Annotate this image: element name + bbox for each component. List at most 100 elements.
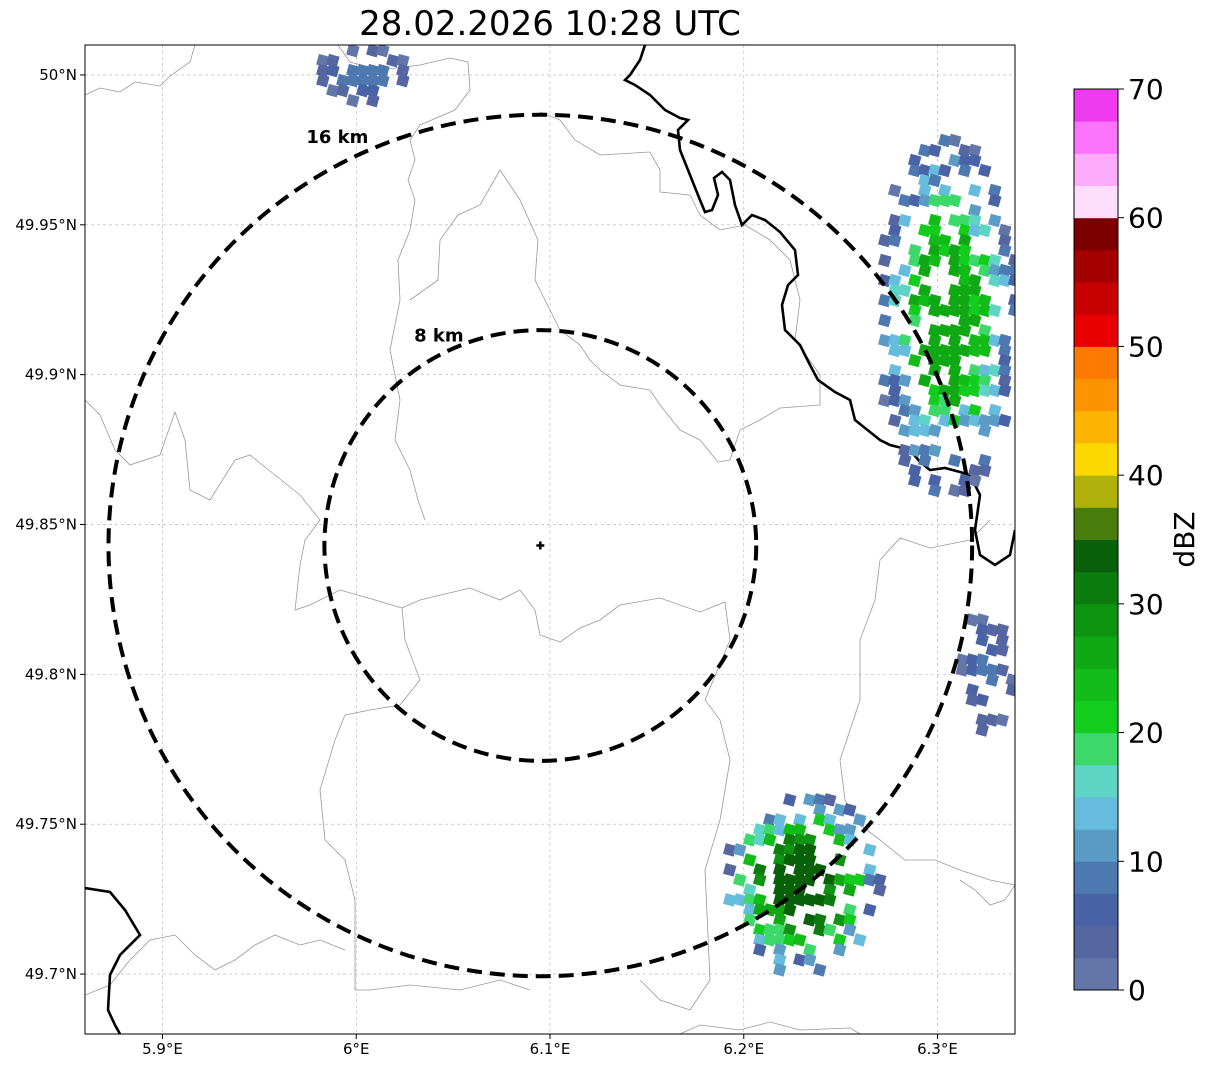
radar-echo-pixel bbox=[822, 823, 837, 837]
x-tick-label: 6.3°E bbox=[917, 1040, 958, 1058]
radar-echo-pixel bbox=[957, 273, 972, 288]
radar-echo-pixel bbox=[947, 373, 962, 388]
radar-echo-pixel bbox=[947, 263, 962, 278]
x-tick-label: 5.9°E bbox=[142, 1040, 183, 1058]
radar-echo-pixel bbox=[937, 193, 952, 208]
radar-echo-pixel bbox=[877, 313, 892, 328]
radar-echo-pixel bbox=[1005, 683, 1015, 697]
radar-echo-pixel bbox=[832, 933, 847, 947]
radar-echo-pixel bbox=[396, 53, 410, 68]
radar-echo-pixel bbox=[917, 283, 932, 298]
radar-echo-pixel bbox=[742, 883, 757, 897]
radar-echo-pixel bbox=[887, 213, 902, 228]
radar-echo-pixel bbox=[967, 363, 982, 378]
radar-echo-pixel bbox=[326, 83, 340, 98]
radar-echo-pixel bbox=[897, 283, 912, 298]
radar-echo-pixel bbox=[822, 873, 837, 887]
admin-boundaries bbox=[85, 45, 1015, 1034]
radar-echo-pixel bbox=[937, 343, 952, 358]
radar-echo-pixel bbox=[957, 153, 972, 168]
admin-boundary-north bbox=[85, 45, 196, 96]
radar-echo-pixel bbox=[957, 163, 972, 178]
radar-echo-pixel bbox=[985, 643, 999, 657]
radar-echo-pixel bbox=[822, 793, 837, 807]
colorbar-segment bbox=[1074, 732, 1118, 766]
radar-echo-pixel bbox=[897, 373, 912, 388]
radar-echo-pixel bbox=[937, 243, 952, 258]
radar-echo-pixel bbox=[977, 333, 992, 348]
radar-echo-pixel bbox=[995, 623, 1009, 637]
radar-echo-pixel bbox=[822, 923, 837, 937]
radar-echo-pixel bbox=[792, 873, 807, 887]
radar-echo-pixel bbox=[887, 413, 902, 428]
radar-echo-pixel bbox=[997, 353, 1012, 368]
colorbar-tick-label: 10 bbox=[1128, 845, 1164, 878]
radar-echo-pixel bbox=[376, 45, 390, 58]
radar-echo-pixel bbox=[947, 283, 962, 298]
radar-echo-pixel bbox=[917, 183, 932, 198]
radar-echo-pixel bbox=[987, 363, 1002, 378]
radar-echo-pixel bbox=[967, 383, 982, 398]
radar-echo-pixel bbox=[887, 363, 902, 378]
radar-echo-pixel bbox=[772, 883, 787, 897]
radar-echo-pixel bbox=[927, 303, 942, 318]
radar-echo-pixel bbox=[947, 323, 962, 338]
colorbar-segment bbox=[1074, 603, 1118, 637]
radar-echo-pixel bbox=[366, 45, 380, 58]
radar-echo-pixel bbox=[752, 893, 767, 907]
colorbar-segment bbox=[1074, 764, 1118, 798]
colorbar-segment bbox=[1074, 217, 1118, 251]
radar-echo-pixel bbox=[965, 683, 979, 697]
radar-echo-pixel bbox=[997, 363, 1012, 378]
radar-echo-pixel bbox=[967, 203, 982, 218]
radar-echo-pixel bbox=[907, 313, 922, 328]
radar-echo-pixel bbox=[957, 373, 972, 388]
radar-echo-pixel bbox=[792, 863, 807, 877]
radar-echo-pixel bbox=[995, 633, 1009, 647]
radar-echo-pixel bbox=[862, 863, 877, 877]
radar-echo-pixel bbox=[907, 153, 922, 168]
radar-echo-pixel bbox=[792, 823, 807, 837]
colorbar-segment bbox=[1074, 249, 1118, 283]
radar-echo-pixel bbox=[762, 923, 777, 937]
radar-echo-pixel bbox=[842, 913, 857, 927]
radar-echo-pixel bbox=[967, 143, 982, 158]
radar-echo-pixel bbox=[772, 953, 787, 967]
radar-echo-pixel bbox=[907, 413, 922, 428]
radar-echo-pixel bbox=[376, 73, 390, 88]
radar-echo-pixel bbox=[792, 893, 807, 907]
radar-echo-pixel bbox=[772, 853, 787, 867]
radar-echo-pixel bbox=[722, 863, 737, 877]
radar-echo-pixel bbox=[752, 833, 767, 847]
radar-echo-pixel bbox=[947, 353, 962, 368]
radar-echo-pixel bbox=[957, 143, 972, 158]
radar-echo-pixel bbox=[927, 403, 942, 418]
radar-echo-pixel bbox=[987, 183, 1002, 198]
radar-echo-pixel bbox=[877, 333, 892, 348]
radar-echo-pixel bbox=[937, 353, 952, 368]
radar-echo-pixel bbox=[366, 73, 380, 88]
radar-echo-pixel bbox=[947, 193, 962, 208]
radar-echo-pixel bbox=[977, 323, 992, 338]
radar-echo-pixel bbox=[907, 243, 922, 258]
radar-echo-pixel bbox=[897, 263, 912, 278]
admin-boundary-east bbox=[679, 1021, 861, 1034]
radar-echo-pixel bbox=[326, 63, 340, 78]
radar-echo-pixel bbox=[822, 883, 837, 897]
radar-echo-pixel bbox=[977, 223, 992, 238]
radar-echo-pixel bbox=[917, 223, 932, 238]
colorbar-segment bbox=[1074, 539, 1118, 573]
radar-echo-pixel bbox=[762, 823, 777, 837]
radar-echo-pixel bbox=[862, 903, 877, 917]
radar-echo-pixel bbox=[812, 923, 827, 937]
radar-echo-pixel bbox=[987, 193, 1002, 208]
radar-echo-pixel bbox=[852, 873, 867, 887]
radar-echo-pixel bbox=[832, 833, 847, 847]
radar-echo-pixel bbox=[887, 393, 902, 408]
radar-echo-pixel bbox=[346, 93, 360, 108]
radar-echo-pixel bbox=[975, 723, 989, 737]
radar-echo-pixel bbox=[987, 333, 1002, 348]
radar-echo-pixel bbox=[997, 273, 1012, 288]
radar-echo-pixel bbox=[947, 333, 962, 348]
radar-echo-pixel bbox=[907, 163, 922, 178]
